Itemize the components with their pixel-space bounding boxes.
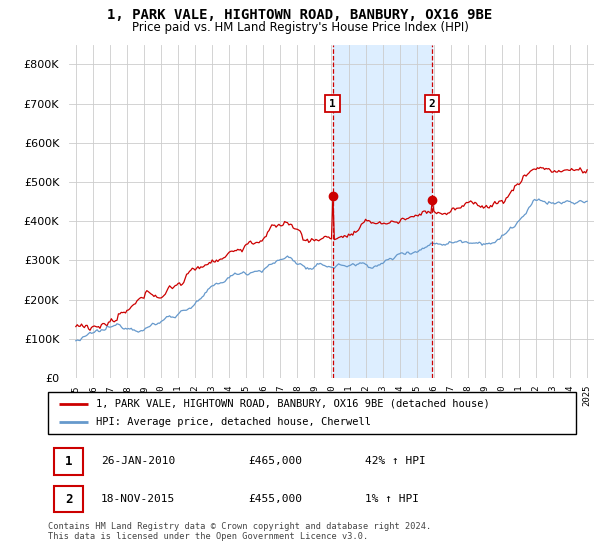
Text: 18-NOV-2015: 18-NOV-2015 <box>101 494 175 504</box>
Text: 1: 1 <box>65 455 73 468</box>
Text: 1, PARK VALE, HIGHTOWN ROAD, BANBURY, OX16 9BE: 1, PARK VALE, HIGHTOWN ROAD, BANBURY, OX… <box>107 8 493 22</box>
Text: 1, PARK VALE, HIGHTOWN ROAD, BANBURY, OX16 9BE (detached house): 1, PARK VALE, HIGHTOWN ROAD, BANBURY, OX… <box>95 399 489 409</box>
Text: HPI: Average price, detached house, Cherwell: HPI: Average price, detached house, Cher… <box>95 417 371 427</box>
Text: 42% ↑ HPI: 42% ↑ HPI <box>365 456 425 466</box>
Text: £465,000: £465,000 <box>248 456 302 466</box>
Text: 2: 2 <box>428 99 435 109</box>
Bar <box>55 486 83 512</box>
Bar <box>55 448 83 474</box>
Text: £455,000: £455,000 <box>248 494 302 504</box>
Text: 1% ↑ HPI: 1% ↑ HPI <box>365 494 419 504</box>
Bar <box>332 45 432 378</box>
Text: 2: 2 <box>65 493 73 506</box>
Text: Price paid vs. HM Land Registry's House Price Index (HPI): Price paid vs. HM Land Registry's House … <box>131 21 469 34</box>
Text: 1: 1 <box>329 99 336 109</box>
Text: 26-JAN-2010: 26-JAN-2010 <box>101 456 175 466</box>
Text: Contains HM Land Registry data © Crown copyright and database right 2024.
This d: Contains HM Land Registry data © Crown c… <box>48 522 431 542</box>
